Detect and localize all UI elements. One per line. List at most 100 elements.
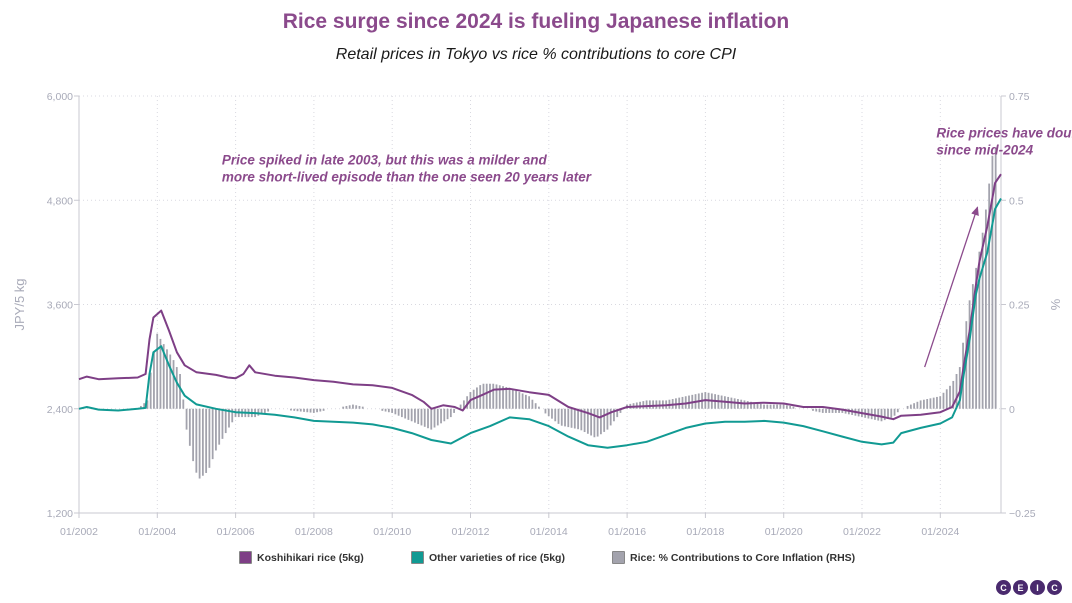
- right-tick-label: 0.25: [1009, 300, 1030, 312]
- contribution-bar: [201, 408, 204, 476]
- contribution-bar: [994, 147, 997, 409]
- contribution-bar: [834, 408, 837, 413]
- contribution-bar: [518, 392, 521, 409]
- contribution-bar: [978, 251, 981, 409]
- contribution-bar: [583, 408, 586, 433]
- contribution-bar: [211, 408, 214, 460]
- contribution-bar: [573, 408, 576, 429]
- contribution-bar: [887, 408, 889, 419]
- contribution-bar: [981, 232, 984, 409]
- contribution-bar: [955, 374, 958, 409]
- contribution-bar: [538, 406, 540, 409]
- x-tick-label: 01/2020: [765, 526, 803, 538]
- contribution-bar: [215, 408, 217, 451]
- contribution-bar: [580, 408, 583, 431]
- contribution-bar: [508, 387, 511, 409]
- contribution-bar: [923, 399, 925, 409]
- legend-item-koshihikari[interactable]: Koshihikari rice (5kg): [239, 551, 364, 564]
- legend-item-other-varieties[interactable]: Other varieties of rice (5kg): [411, 551, 565, 564]
- ceic-logo: C E I C: [996, 580, 1062, 595]
- contribution-bar: [949, 385, 951, 409]
- logo-letter: I: [1030, 580, 1045, 595]
- contribution-bar: [838, 408, 840, 413]
- x-tick-label: 01/2002: [60, 526, 98, 538]
- contribution-bar: [299, 408, 302, 412]
- contribution-bar: [818, 408, 821, 413]
- contribution-bar: [968, 300, 971, 409]
- contribution-bar: [208, 408, 211, 468]
- contribution-bar: [544, 408, 547, 414]
- contribution-bar: [466, 396, 469, 409]
- contribution-bar: [400, 408, 403, 418]
- contribution-bar: [358, 405, 361, 409]
- contribution-bar: [776, 404, 778, 409]
- contribution-bar: [812, 408, 814, 411]
- contribution-bar: [188, 408, 191, 446]
- contribution-bar: [427, 408, 429, 429]
- x-tick-label: 01/2024: [921, 526, 959, 538]
- contribution-bar: [228, 408, 230, 428]
- contribution-bar: [153, 352, 155, 409]
- contribution-bar: [906, 405, 909, 409]
- contribution-bar: [890, 408, 893, 418]
- contribution-bar: [462, 400, 465, 409]
- contribution-bar: [648, 400, 651, 409]
- contribution-bar: [984, 209, 987, 409]
- contribution-bar: [169, 354, 172, 409]
- contribution-bar: [355, 405, 358, 409]
- contribution-bar: [502, 386, 504, 409]
- contribution-bar: [557, 408, 560, 424]
- logo-letter: E: [1013, 580, 1028, 595]
- contribution-bar: [384, 408, 387, 412]
- contribution-bar: [430, 408, 433, 430]
- annotation-line: Rice prices have doubled: [936, 126, 1072, 141]
- contribution-bar: [815, 408, 818, 412]
- contribution-bar: [521, 393, 524, 409]
- contribution-bar: [779, 404, 782, 409]
- chart-subtitle: Retail prices in Tokyo vs rice % contrib…: [335, 46, 737, 63]
- contribution-bar: [361, 406, 364, 409]
- contribution-bar: [159, 338, 162, 409]
- contribution-bar: [394, 408, 397, 415]
- contribution-bar: [613, 408, 615, 422]
- contribution-bar: [684, 396, 687, 409]
- contribution-bar: [293, 408, 296, 411]
- contribution-bar: [342, 406, 345, 409]
- contribution-bar: [162, 344, 165, 409]
- bar-series: [139, 147, 997, 479]
- contribution-bar: [746, 401, 749, 409]
- contribution-bar: [511, 389, 514, 409]
- left-tick-label: 4,800: [47, 195, 73, 207]
- contribution-bar: [296, 408, 299, 412]
- contribution-bar: [763, 404, 765, 409]
- contribution-bar: [609, 408, 612, 426]
- legend-label-other-varieties: Other varieties of rice (5kg): [429, 551, 565, 564]
- contribution-bar: [652, 400, 655, 409]
- contribution-bar: [263, 408, 266, 413]
- legend: Koshihikari rice (5kg) Other varieties o…: [0, 551, 1072, 567]
- contribution-bar: [309, 408, 312, 413]
- contribution-bar: [971, 284, 974, 409]
- contribution-bar: [841, 408, 844, 413]
- contribution-bar: [449, 408, 452, 418]
- contribution-bar: [257, 408, 260, 416]
- contribution-bar: [420, 408, 423, 426]
- contribution-bar: [482, 383, 485, 409]
- contribution-bar: [600, 408, 602, 435]
- contribution-bar: [443, 408, 446, 422]
- left-tick-label: 3,600: [47, 300, 73, 312]
- koshihikari-line: [78, 173, 1002, 421]
- contribution-bar: [590, 408, 593, 436]
- contribution-bar: [772, 404, 775, 409]
- contribution-bar: [319, 408, 322, 412]
- contribution-bar: [877, 408, 880, 421]
- contribution-bar: [260, 408, 263, 415]
- contribution-bar: [489, 383, 491, 409]
- contribution-bar: [205, 408, 208, 473]
- contribution-bar: [218, 408, 221, 445]
- legend-swatch-rice-contribution: [612, 551, 625, 564]
- contribution-bar: [182, 399, 185, 409]
- contribution-bar: [495, 384, 498, 409]
- x-tick-label: 01/2016: [608, 526, 646, 538]
- legend-item-rice-contribution[interactable]: Rice: % Contributions to Core Inflation …: [612, 551, 855, 564]
